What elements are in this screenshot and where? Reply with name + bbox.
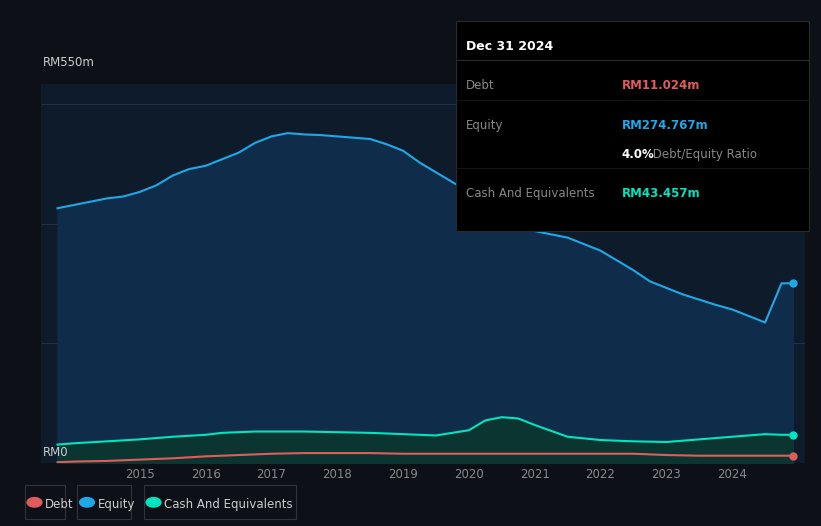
Text: RM274.767m: RM274.767m — [621, 119, 709, 132]
Text: 4.0%: 4.0% — [621, 148, 654, 161]
Text: Dec 31 2024: Dec 31 2024 — [466, 40, 553, 53]
Text: Equity: Equity — [98, 498, 135, 511]
Text: Debt/Equity Ratio: Debt/Equity Ratio — [649, 148, 757, 161]
Text: RM11.024m: RM11.024m — [621, 79, 700, 93]
Text: Equity: Equity — [466, 119, 503, 132]
Text: Debt: Debt — [466, 79, 494, 93]
Text: Debt: Debt — [45, 498, 74, 511]
Text: RM43.457m: RM43.457m — [621, 187, 700, 200]
Text: RM0: RM0 — [43, 446, 68, 459]
Text: RM550m: RM550m — [43, 56, 94, 69]
Text: Cash And Equivalents: Cash And Equivalents — [466, 187, 594, 200]
Text: Cash And Equivalents: Cash And Equivalents — [164, 498, 293, 511]
